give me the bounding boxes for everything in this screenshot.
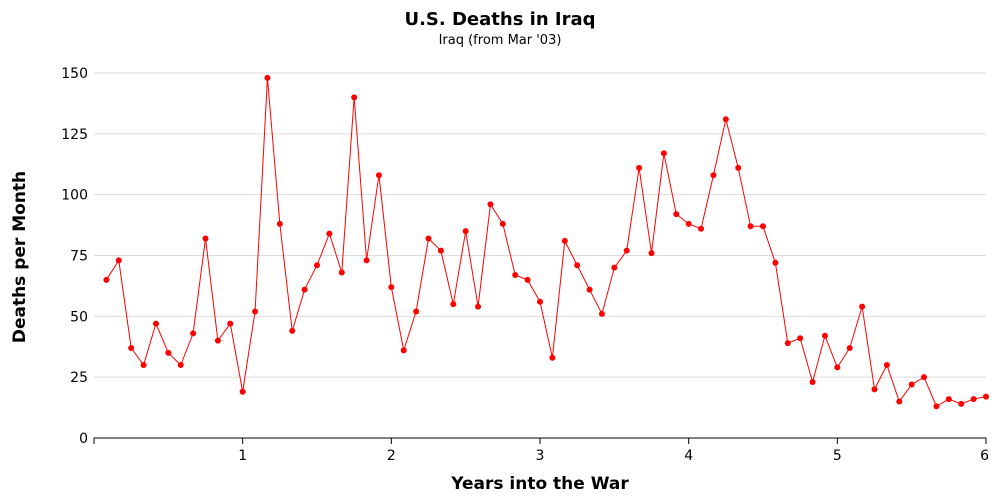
data-point xyxy=(623,247,630,254)
series-line xyxy=(105,77,987,408)
data-point xyxy=(698,225,705,232)
y-tick-label: 100 xyxy=(61,188,88,204)
data-point xyxy=(103,276,110,283)
data-point xyxy=(375,172,382,179)
data-point xyxy=(871,386,878,393)
data-point xyxy=(462,228,469,235)
data-point xyxy=(660,150,667,157)
y-tick-label: 25 xyxy=(70,370,88,386)
data-point xyxy=(289,327,296,334)
x-tick-label: 4 xyxy=(684,448,693,464)
data-point xyxy=(784,340,791,347)
data-point xyxy=(958,400,965,407)
data-point xyxy=(140,362,147,368)
data-point xyxy=(165,349,172,356)
x-tick-label: 3 xyxy=(536,448,545,464)
x-tick-label: 5 xyxy=(833,448,842,464)
data-point xyxy=(413,308,420,315)
data-point xyxy=(276,220,283,227)
data-point xyxy=(537,298,543,305)
data-point xyxy=(561,237,568,244)
data-point xyxy=(933,403,940,410)
data-point xyxy=(970,396,977,403)
data-point xyxy=(128,344,135,351)
data-point xyxy=(177,362,184,368)
data-point xyxy=(859,303,866,310)
data-point xyxy=(524,276,531,283)
data-point xyxy=(710,172,717,179)
axes-layer: 0 25 50 75 100 125 150 1 2 3 4 5 6 xyxy=(61,66,989,464)
series-layer xyxy=(103,74,989,410)
data-point xyxy=(821,332,828,339)
data-point xyxy=(685,220,692,227)
data-point xyxy=(797,335,804,342)
data-point xyxy=(115,257,122,264)
x-tick-label: 2 xyxy=(387,448,396,464)
data-point xyxy=(437,247,444,254)
data-point xyxy=(363,257,370,264)
data-point xyxy=(636,164,643,171)
data-point xyxy=(598,310,605,317)
data-point xyxy=(735,164,742,171)
data-point xyxy=(834,364,841,371)
data-point xyxy=(475,303,482,310)
data-point xyxy=(908,381,915,388)
data-point xyxy=(673,211,680,218)
data-point xyxy=(945,396,952,403)
x-tick-label: 6 xyxy=(980,448,989,464)
data-point xyxy=(896,398,903,405)
chart-title: U.S. Deaths in Iraq xyxy=(404,9,595,30)
data-point xyxy=(239,388,246,395)
data-point xyxy=(214,337,221,344)
grid-layer xyxy=(94,72,986,378)
data-point xyxy=(202,235,209,242)
y-tick-label: 125 xyxy=(61,127,88,143)
data-point xyxy=(338,269,345,276)
data-point xyxy=(487,201,494,208)
chart-subtitle: Iraq (from Mar '03) xyxy=(439,33,562,48)
data-point xyxy=(760,223,766,230)
data-point xyxy=(722,116,729,123)
data-point xyxy=(512,271,519,278)
data-point xyxy=(747,223,754,230)
y-tick-label: 150 xyxy=(61,66,88,82)
data-point xyxy=(883,362,890,368)
data-point xyxy=(499,220,506,227)
data-point xyxy=(388,284,395,291)
data-point xyxy=(846,344,853,351)
data-point xyxy=(450,301,457,308)
x-axis-label: Years into the War xyxy=(450,474,629,494)
data-point xyxy=(648,250,655,257)
data-point xyxy=(152,320,159,327)
data-point xyxy=(809,379,816,386)
y-tick-label: 0 xyxy=(79,431,88,447)
data-point xyxy=(983,393,989,400)
data-point xyxy=(326,230,333,237)
y-tick-label: 75 xyxy=(70,249,88,265)
data-point xyxy=(227,320,234,327)
data-point xyxy=(301,286,308,293)
data-point xyxy=(574,262,581,269)
y-tick-label: 50 xyxy=(70,309,88,325)
data-point xyxy=(586,286,593,293)
x-tick-label: 1 xyxy=(238,448,247,464)
data-point xyxy=(351,94,358,101)
data-point xyxy=(314,262,320,269)
data-point xyxy=(549,354,556,361)
data-point xyxy=(425,235,432,242)
data-point xyxy=(264,74,271,81)
data-point xyxy=(611,264,618,271)
data-point xyxy=(190,330,197,337)
data-point xyxy=(400,347,407,354)
data-point xyxy=(772,259,779,266)
data-point xyxy=(252,308,259,315)
y-axis-label: Deaths per Month xyxy=(10,171,30,343)
data-point xyxy=(921,374,928,381)
